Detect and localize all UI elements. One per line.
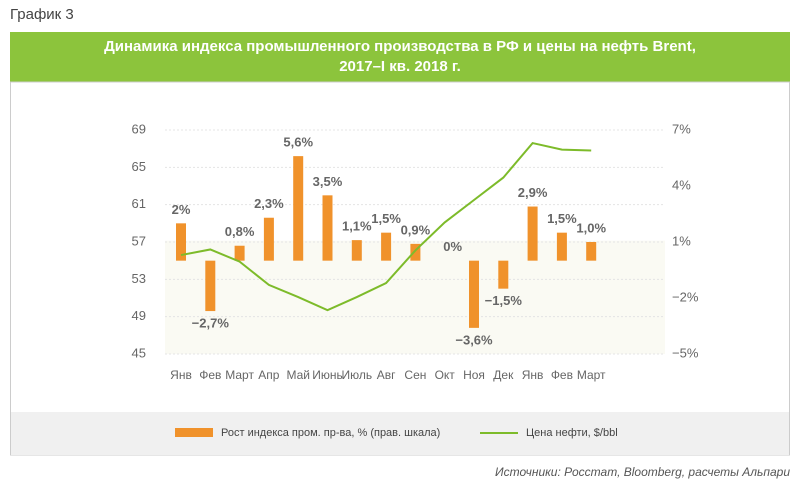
x-tick-label: Июнь [312, 368, 343, 382]
line [180, 141, 592, 312]
data-label: −3,6% [455, 332, 493, 347]
y2-tick-label: 4% [672, 177, 691, 192]
figure-label: График 3 [10, 6, 74, 23]
y-tick-label: 57 [132, 233, 146, 248]
x-tick-label: Май [286, 368, 310, 382]
y-tick-label: 45 [132, 345, 146, 360]
y2-tick-label: −2% [672, 289, 699, 304]
x-tick-label: Фев [551, 368, 573, 382]
y-tick-label: 65 [132, 159, 146, 174]
legend-label: Цена нефти, $/bbl [526, 427, 618, 439]
data-label: 1,5% [371, 211, 401, 226]
y2-tick-label: 7% [672, 121, 691, 136]
data-label: −1,5% [485, 293, 523, 308]
x-tick-label: Ноя [463, 368, 485, 382]
x-tick-label: Сен [404, 368, 426, 382]
x-tick-label: Дек [493, 368, 514, 382]
x-tick-label: Март [577, 368, 606, 382]
bar [176, 223, 186, 261]
x-tick-label: Апр [258, 368, 280, 382]
data-label: 1,5% [547, 211, 577, 226]
data-label: 2% [172, 202, 191, 217]
data-label: 0,9% [401, 222, 431, 237]
bar [322, 195, 333, 261]
bar [527, 206, 538, 261]
x-tick-label: Янв [170, 368, 192, 382]
chart-title: 2017–I кв. 2018 г. [339, 58, 461, 75]
data-label: 2,3% [254, 196, 284, 211]
bar [205, 260, 216, 312]
y-tick-label: 69 [132, 121, 146, 136]
y2-tick-label: −5% [672, 345, 699, 360]
source: Источники: Росстат, Bloomberg, расчеты А… [495, 465, 790, 479]
x-tick-label: Янв [522, 368, 544, 382]
bar [293, 156, 304, 261]
data-label: 0% [443, 239, 462, 254]
bar [263, 217, 274, 261]
data-label: 1,1% [342, 219, 372, 234]
data-label: 5,6% [283, 135, 313, 150]
x-tick-label: Июль [341, 368, 372, 382]
legend-label: Рост индекса пром. пр-ва, % (прав. шкала… [221, 427, 440, 439]
x-tick-label: Фев [199, 368, 221, 382]
legend-band [11, 412, 789, 455]
chart-title: Динамика индекса промышленного производс… [104, 38, 696, 55]
bar [381, 232, 392, 261]
data-label: −2,7% [192, 316, 230, 331]
y-tick-label: 53 [132, 271, 146, 286]
data-label: 3,5% [313, 174, 343, 189]
x-tick-label: Окт [435, 368, 456, 382]
bar [498, 260, 509, 289]
bar [234, 245, 245, 261]
y2-tick-label: 1% [672, 233, 691, 248]
bar [586, 242, 597, 261]
x-tick-label: Авг [377, 368, 396, 382]
legend-swatch [175, 428, 213, 437]
data-label: 0,8% [225, 224, 255, 239]
data-label: 2,9% [518, 185, 548, 200]
bar [410, 243, 421, 261]
x-tick-label: Март [225, 368, 254, 382]
title-band [10, 32, 790, 82]
y-tick-label: 49 [132, 308, 146, 323]
y-tick-label: 61 [132, 196, 146, 211]
data-label: 1,0% [576, 220, 606, 235]
bar [351, 240, 362, 261]
bar [469, 260, 479, 328]
bar [556, 232, 567, 261]
